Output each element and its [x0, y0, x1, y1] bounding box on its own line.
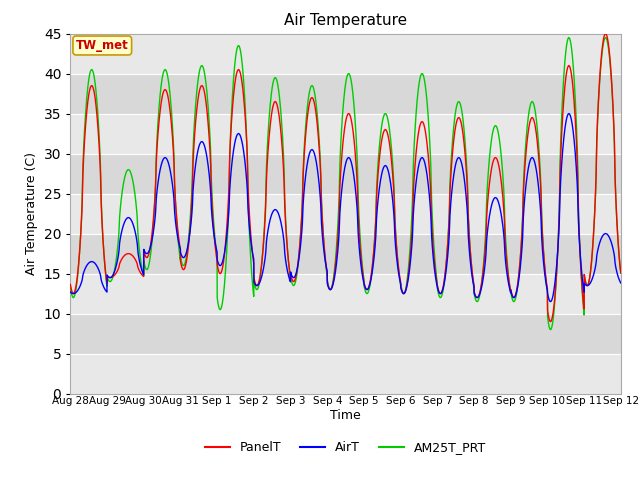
Legend: PanelT, AirT, AM25T_PRT: PanelT, AirT, AM25T_PRT	[200, 436, 492, 459]
X-axis label: Time: Time	[330, 409, 361, 422]
Bar	[70, 313, 621, 354]
Title: Air Temperature: Air Temperature	[284, 13, 407, 28]
Bar	[70, 114, 621, 154]
Bar	[70, 154, 621, 193]
Bar	[70, 354, 621, 394]
Y-axis label: Air Temperature (C): Air Temperature (C)	[25, 152, 38, 275]
Text: TW_met: TW_met	[76, 39, 129, 52]
Bar	[70, 234, 621, 274]
Bar	[70, 73, 621, 114]
Bar	[70, 193, 621, 234]
Bar	[70, 34, 621, 73]
Bar	[70, 274, 621, 313]
